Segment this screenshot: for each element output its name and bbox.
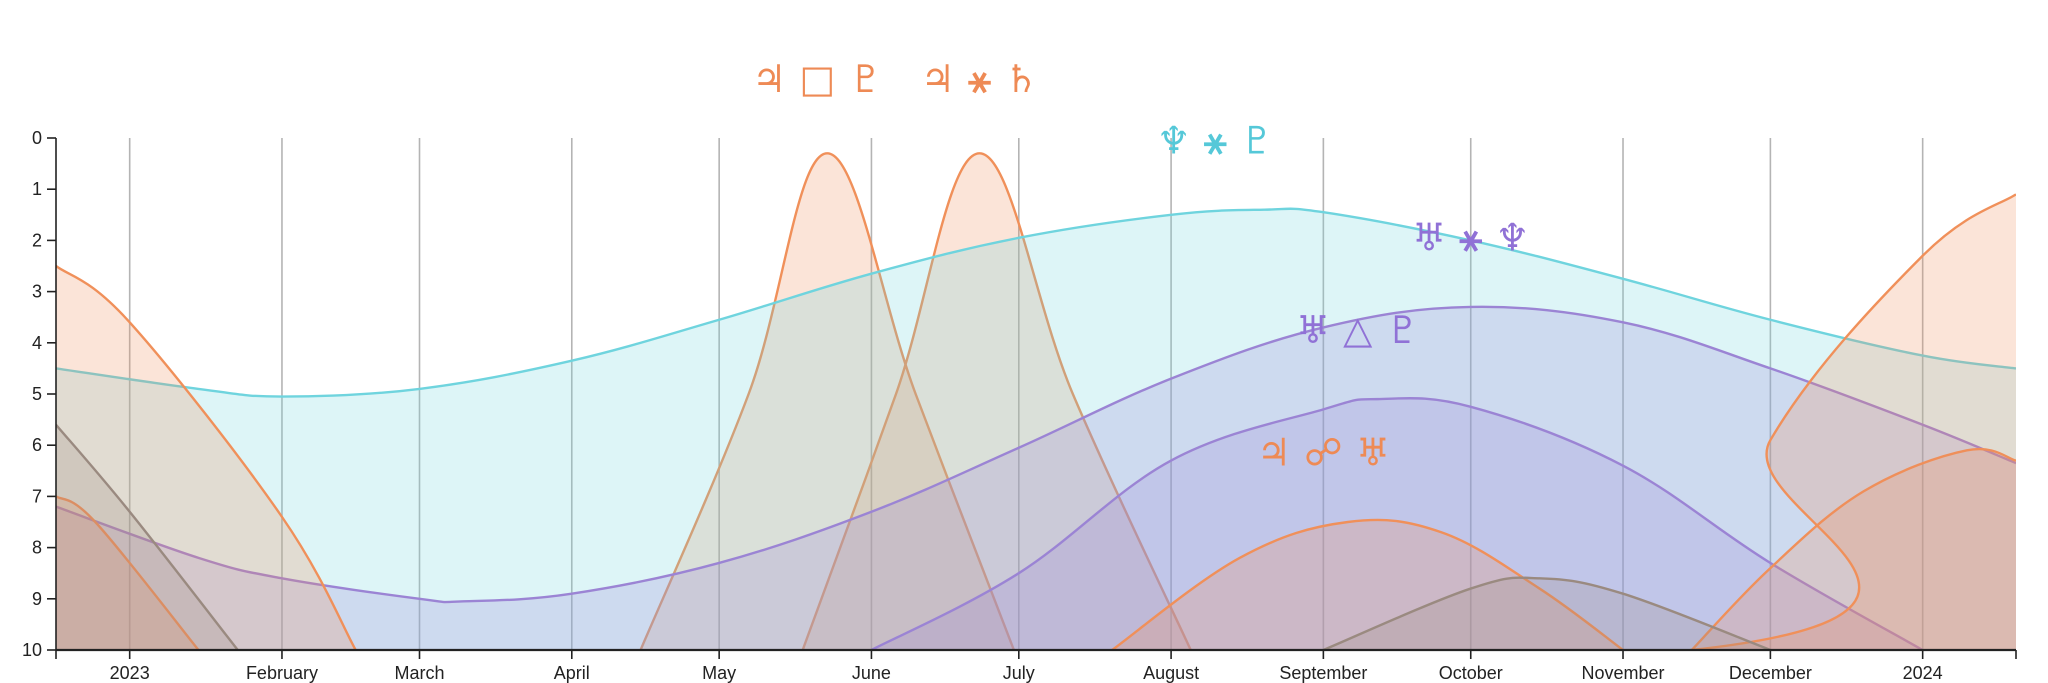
series-line (801, 152, 1192, 650)
x-tick-label: September (1279, 663, 1367, 683)
y-tick-label: 8 (32, 538, 42, 558)
aspect-label: ♆ ⚹ ♇ (1157, 118, 1274, 162)
y-tick-label: 6 (32, 435, 42, 455)
aspect-label: ♃ ☍ ♅ (1257, 431, 1390, 475)
aspect-labels: ♃ □ ♇ ♃ ⚹ ♄ ♆ ⚹ ♇ ♅ ⚹ ♆ ♅ △ ♇ ♃ ☍ ♅ (752, 57, 1529, 475)
y-tick-label: 9 (32, 589, 42, 609)
y-tick-label: 0 (32, 128, 42, 148)
series-line (56, 495, 200, 650)
series-line (1322, 576, 1771, 650)
series-line (639, 152, 1016, 650)
series-area (871, 398, 1923, 650)
series-line (56, 207, 2016, 398)
series-area (56, 424, 238, 650)
series-line (56, 265, 357, 650)
x-tick-label: April (554, 663, 590, 683)
series-area (802, 153, 1191, 650)
series-area (1323, 577, 1771, 650)
axes: 0 1 2 3 4 5 6 7 8 9 10 2023 February March April May Jun… (22, 128, 2017, 683)
series-line (56, 305, 2016, 604)
y-tick-label: 4 (32, 333, 42, 353)
y-tick-label: 7 (32, 486, 42, 506)
y-tick-label: 5 (32, 384, 42, 404)
x-tick-label: February (246, 663, 318, 683)
x-tick-label: 2023 (110, 663, 150, 683)
series-area (1691, 449, 2016, 650)
x-tick-label: May (702, 663, 736, 683)
x-tick-label: March (395, 663, 445, 683)
x-tick-label: June (852, 663, 891, 683)
y-tick-label: 3 (32, 282, 42, 302)
y-tick-label: 1 (32, 179, 42, 199)
y-tick-label: 10 (22, 640, 42, 660)
aspect-label: ♃ ⚹ ♄ (921, 57, 1038, 101)
aspect-label: ♅ ⚹ ♆ (1412, 216, 1529, 260)
series-area (56, 266, 356, 650)
aspect-label: ♅ △ ♇ (1296, 308, 1420, 352)
series-line (56, 423, 239, 650)
series-area (56, 306, 2016, 650)
grid-lines (128, 138, 1924, 650)
x-tick-label: November (1582, 663, 1665, 683)
series-line (1111, 518, 1624, 650)
series-line (1690, 447, 2016, 650)
x-tick-label: October (1439, 663, 1503, 683)
y-tick-label: 2 (32, 230, 42, 250)
series-area (56, 496, 199, 650)
series-areas (56, 152, 2016, 650)
x-tick-label: August (1143, 663, 1199, 683)
series-line (870, 396, 1924, 650)
series-area (640, 153, 1014, 650)
aspect-label: ♃ □ ♇ (752, 57, 883, 101)
x-tick-label: July (1003, 663, 1035, 683)
x-tick-label: December (1729, 663, 1812, 683)
series-area (1112, 519, 1624, 650)
series-area (56, 208, 2016, 650)
series-line (1679, 193, 2016, 650)
x-tick-label: 2024 (1903, 663, 1943, 683)
